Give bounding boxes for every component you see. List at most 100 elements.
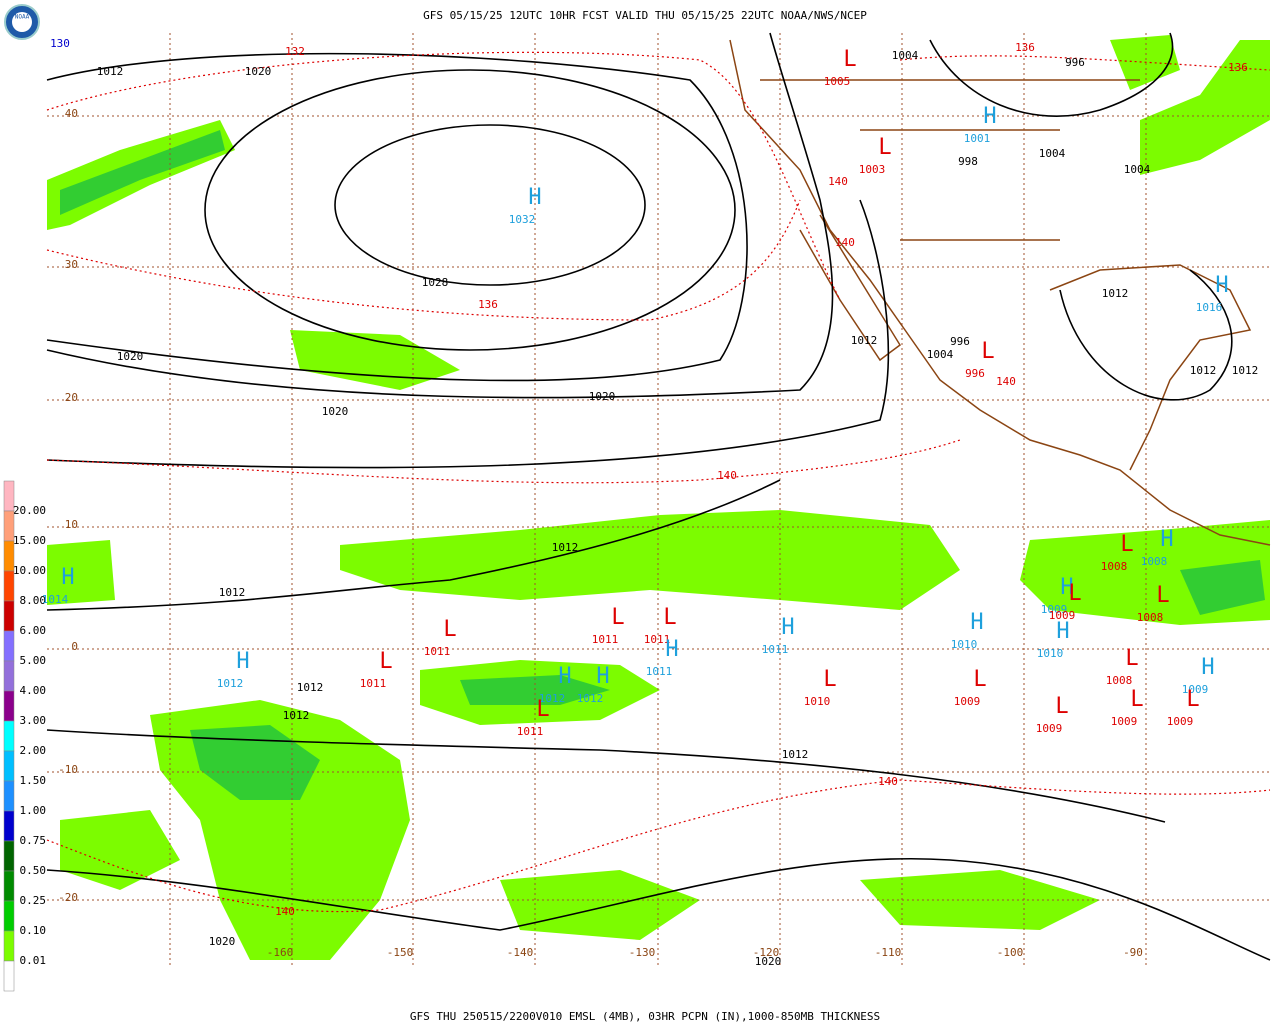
legend-label: 0.10 [20,924,47,937]
legend-swatch [3,930,15,962]
center-symbol: L [1055,694,1068,719]
legend-swatch [3,870,15,902]
longitude-label: -160 [267,946,294,959]
thickness-label: 136 [478,298,498,311]
center-value: 1003 [859,163,886,176]
legend-label: 4.00 [20,684,47,697]
center-symbol: L [981,339,994,364]
center-value: 1008 [1141,555,1168,568]
isobar-label: 1012 [1102,287,1129,300]
center-value: 1009 [1182,683,1209,696]
precipitation [47,35,1270,960]
center-symbol: L [1125,646,1138,671]
center-value: 1032 [509,213,536,226]
thickness-label: 136 [1228,61,1248,74]
thickness-label: 136 [1015,41,1035,54]
latitude-label: 40 [65,107,78,120]
header-title: GFS 05/15/25 12UTC 10HR FCST VALID THU 0… [423,9,867,22]
center-value: 1010 [804,695,831,708]
center-symbol: L [1186,687,1199,712]
center-symbol: H [528,185,541,210]
center-value: 1009 [1036,722,1063,735]
legend-label: 0.25 [20,894,47,907]
center-symbol: L [878,135,891,160]
logo-text: NOAA [15,14,30,21]
center-value: 1011 [644,633,671,646]
center-symbol: L [1156,583,1169,608]
center-value: 1008 [1106,674,1133,687]
latitude-label: -20 [58,891,78,904]
isobar-label: 1012 [782,748,809,761]
latitude-label: 30 [65,258,78,271]
thickness-label: 140 [835,236,855,249]
center-value: 1012 [217,677,244,690]
legend-swatch [3,630,15,662]
isobar-label: 996 [1065,56,1085,69]
center-value: 1012 [577,692,604,705]
isobar-label: 1004 [892,49,919,62]
isobar-label: 1020 [117,350,144,363]
isobar-label: 1012 [1232,364,1259,377]
thickness-label: 140 [996,375,1016,388]
center-value: 1010 [951,638,978,651]
center-symbol: L [663,605,676,630]
legend-label: 1.00 [20,804,47,817]
isobar-label: 996 [950,335,970,348]
center-value: 1005 [824,75,851,88]
center-symbol: H [558,664,571,689]
longitude-label: -150 [387,946,414,959]
isobar-label: 1012 [297,681,324,694]
legend-label: 5.00 [20,654,47,667]
center-value: 1010 [1037,647,1064,660]
thickness [46,51,1271,913]
center-value: 1008 [1101,560,1128,573]
center-symbol: L [443,617,456,642]
isobar-label: 1020 [755,955,782,968]
center-value: 1009 [1041,603,1068,616]
center-symbol: H [665,637,678,662]
longitude-label: -110 [875,946,902,959]
isobar-label: 1004 [1039,147,1066,160]
center-symbol: L [1130,687,1143,712]
center-symbol: H [1160,527,1173,552]
legend-label: 1.50 [20,774,47,787]
center-value: 1011 [360,677,387,690]
center-symbol: L [536,697,549,722]
isobar-label: 1004 [927,348,954,361]
legend-label: 0.01 [20,954,47,967]
isobar-label: 998 [958,155,978,168]
center-symbol: L [611,605,624,630]
legend-swatch [3,750,15,782]
longitude-label: -130 [629,946,656,959]
center-symbol: H [983,104,996,129]
latitude-label: -10 [58,763,78,776]
center-symbol: L [973,667,986,692]
legend-swatch [3,900,15,932]
thickness-label: 140 [878,775,898,788]
legend-label: 2.00 [20,744,47,757]
isobar-label: 1012 [283,709,310,722]
legend-label: 3.00 [20,714,47,727]
isobar-label: 1012 [97,65,124,78]
isobar-label: 1020 [245,65,272,78]
center-value: 1009 [1111,715,1138,728]
thickness-label: 140 [717,469,737,482]
legend-swatch [3,570,15,602]
legend-label: 15.00 [13,534,46,547]
isobar-label: 1012 [552,541,579,554]
center-symbol: L [379,649,392,674]
center-value: 1009 [1049,609,1076,622]
center-symbol: L [1120,532,1133,557]
center-symbol: L [1068,581,1081,606]
isobar-label: 1020 [209,935,236,948]
center-value: 1011 [592,633,619,646]
isobar-label: 1028 [422,276,449,289]
latitude-label: 0 [71,640,78,653]
isobars [46,32,1271,961]
isobar-label: 1004 [1124,163,1151,176]
legend-swatch [3,690,15,722]
longitude-label: -120 [753,946,780,959]
legend-label: 0.75 [20,834,47,847]
